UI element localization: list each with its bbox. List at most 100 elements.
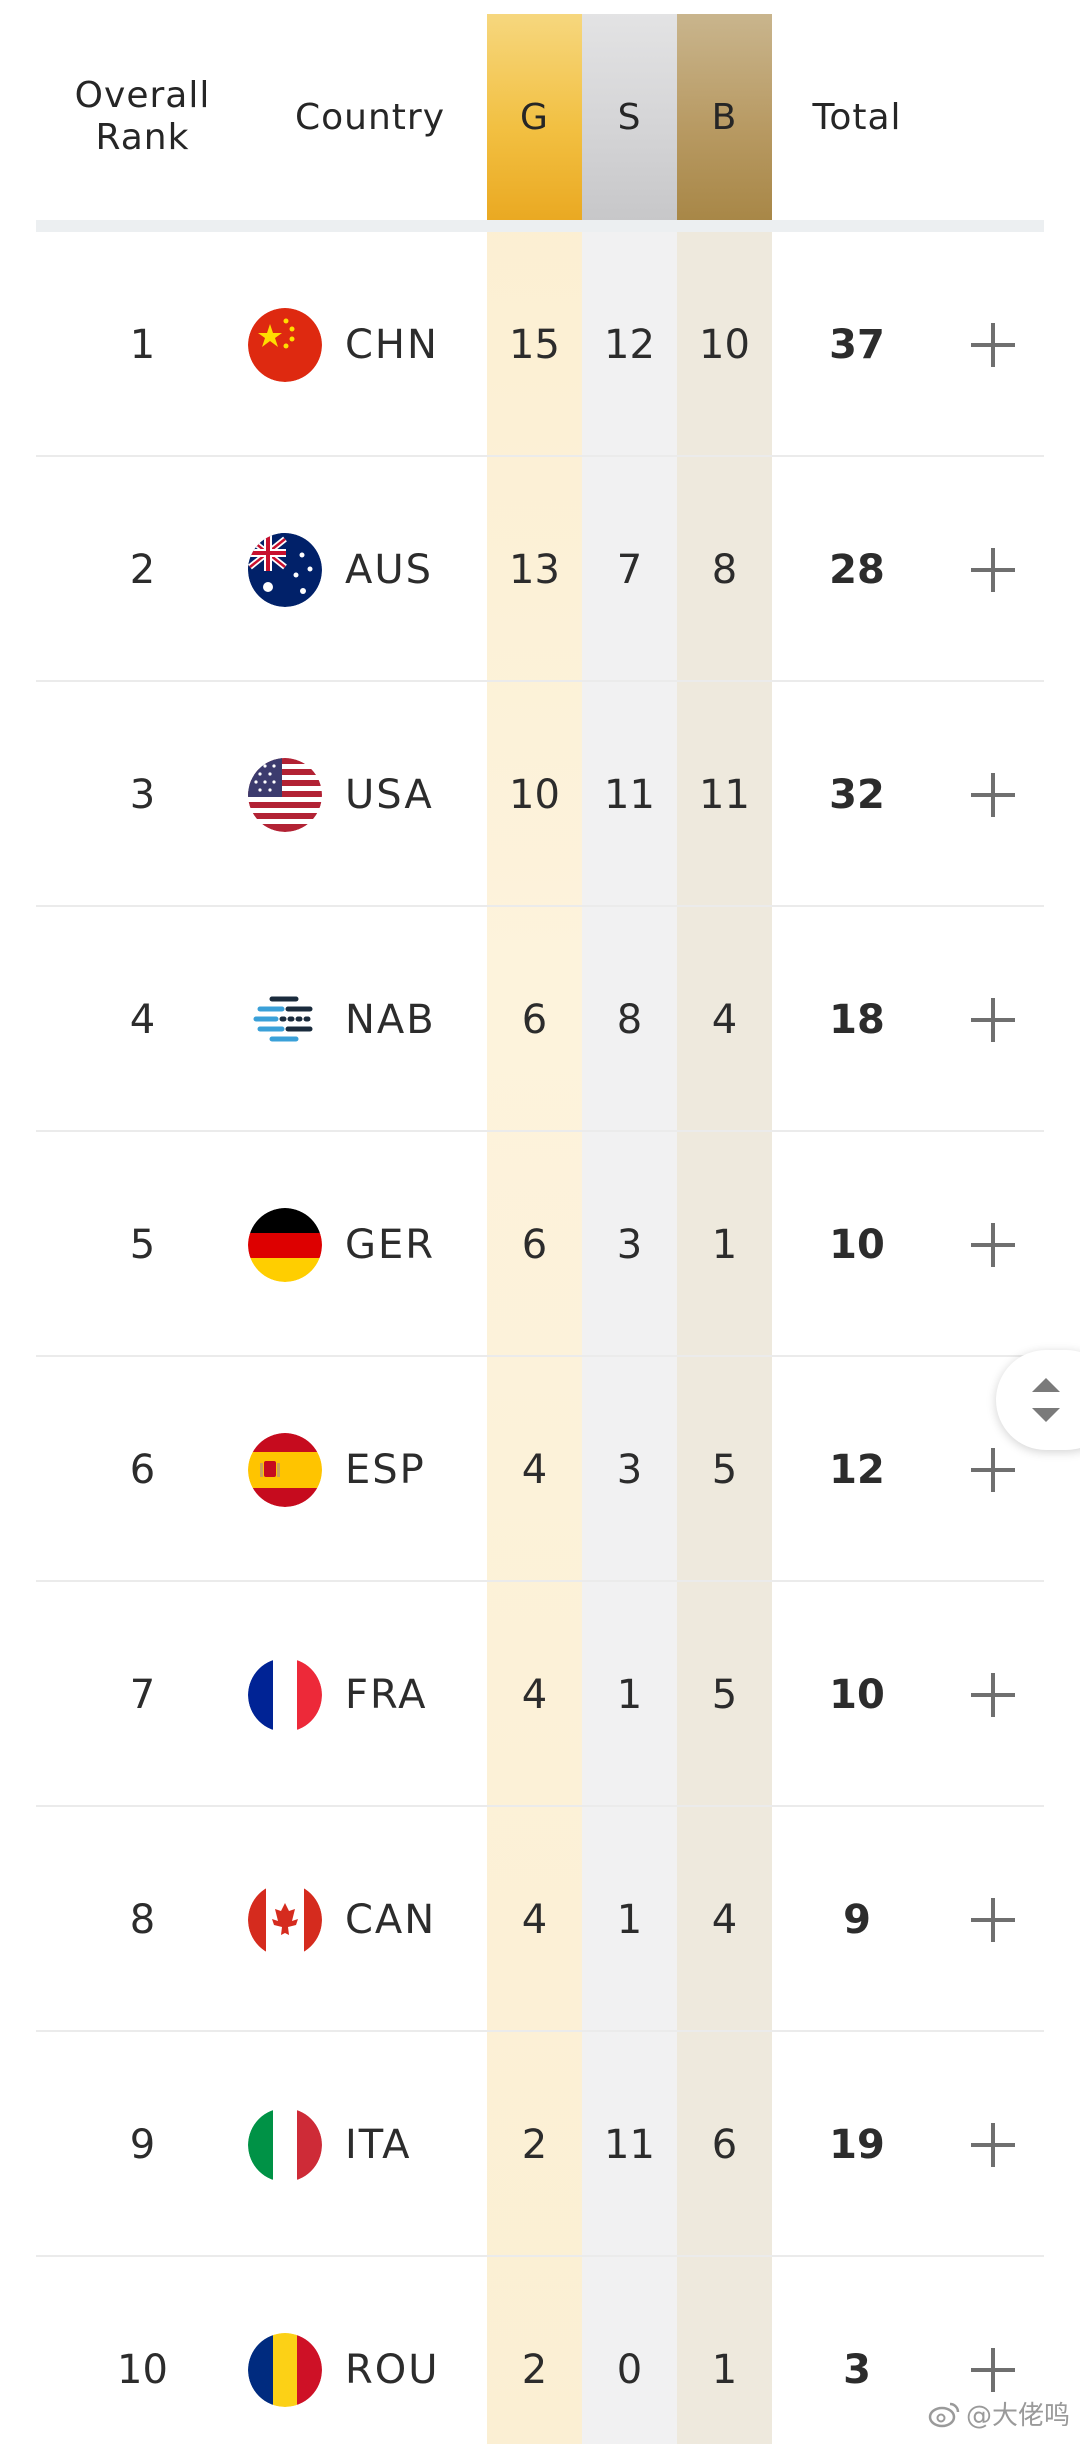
- table-row[interactable]: 10 ROU 2 0 1 3: [0, 2257, 1080, 2444]
- total-count: 9: [843, 1896, 871, 1943]
- plus-icon: [970, 322, 1015, 367]
- country-header[interactable]: Country: [294, 96, 445, 138]
- bronze-count: 6: [711, 2121, 738, 2168]
- silver-column-strip: [582, 14, 677, 2444]
- country-code: ITA: [345, 2121, 412, 2168]
- expand-button[interactable]: [955, 1132, 1030, 1357]
- row-divider: [36, 1805, 1044, 1807]
- expand-button[interactable]: [955, 907, 1030, 1132]
- total-count: 18: [829, 996, 885, 1043]
- plus-icon: [970, 997, 1015, 1042]
- silver-count: 11: [604, 2121, 655, 2168]
- silver-count: 1: [616, 1671, 643, 1718]
- table-header: Overall Rank Country G S B Total: [0, 14, 1080, 220]
- table-row[interactable]: 5 GER 6 3 1 10: [0, 1132, 1080, 1357]
- france-flag-icon: [248, 1582, 322, 1807]
- bronze-header-bg: [677, 14, 772, 220]
- gold-column-strip: [487, 14, 582, 2444]
- bronze-column-strip: [677, 14, 772, 2444]
- table-row[interactable]: 7 FRA 4 1 5 10: [0, 1582, 1080, 1807]
- gold-count: 2: [521, 2346, 548, 2393]
- table-row[interactable]: 4 NAB 6 8 4: [0, 907, 1080, 1132]
- weibo-icon: [928, 2402, 960, 2427]
- gold-count: 13: [509, 546, 560, 593]
- nab-logo-icon: [248, 907, 322, 1132]
- sort-arrows-icon: [1032, 1378, 1060, 1422]
- row-divider: [36, 905, 1044, 907]
- expand-button[interactable]: [955, 457, 1030, 682]
- expand-button[interactable]: [955, 682, 1030, 907]
- table-body: 1 CHN 15 12 10 37 2: [0, 232, 1080, 2444]
- gold-count: 4: [521, 1671, 548, 1718]
- bronze-count: 4: [711, 996, 738, 1043]
- rank-cell: 8: [129, 1896, 156, 1943]
- expand-button[interactable]: [955, 1807, 1030, 2032]
- watermark: @大佬鸣: [927, 2395, 1070, 2432]
- plus-icon: [970, 1897, 1015, 1942]
- plus-icon: [970, 1672, 1015, 1717]
- germany-flag-icon: [248, 1132, 322, 1357]
- total-count: 10: [829, 1221, 885, 1268]
- bronze-count: 5: [711, 1446, 738, 1493]
- total-header[interactable]: Total: [812, 96, 902, 138]
- expand-button[interactable]: [955, 1582, 1030, 1807]
- watermark-text: @大佬鸣: [965, 2401, 1070, 2431]
- country-code: AUS: [345, 546, 434, 593]
- silver-header[interactable]: S: [617, 96, 642, 138]
- table-row[interactable]: 6 ESP 4 3 5 12: [0, 1357, 1080, 1582]
- row-divider: [36, 455, 1044, 457]
- silver-count: 7: [616, 546, 643, 593]
- total-count: 32: [829, 771, 885, 818]
- bronze-count: 8: [711, 546, 738, 593]
- plus-icon: [970, 1447, 1015, 1492]
- silver-count: 12: [604, 321, 655, 368]
- table-row[interactable]: 2: [0, 457, 1080, 682]
- table-row[interactable]: 1 CHN 15 12 10 37: [0, 232, 1080, 457]
- silver-count: 8: [616, 996, 643, 1043]
- bronze-count: 4: [711, 1896, 738, 1943]
- row-divider: [36, 2255, 1044, 2257]
- gold-count: 6: [521, 1221, 548, 1268]
- bronze-header[interactable]: B: [711, 96, 738, 138]
- table-row[interactable]: 3: [0, 682, 1080, 907]
- country-code: CAN: [345, 1896, 437, 1943]
- gold-count: 4: [521, 1446, 548, 1493]
- bronze-count: 10: [699, 321, 750, 368]
- expand-button[interactable]: [955, 2032, 1030, 2257]
- row-divider: [36, 2030, 1044, 2032]
- silver-count: 3: [616, 1446, 643, 1493]
- bronze-count: 1: [711, 2346, 738, 2393]
- table-row[interactable]: 9 ITA 2 11 6 19: [0, 2032, 1080, 2257]
- overall-rank-header[interactable]: Overall Rank: [40, 14, 245, 220]
- plus-icon: [970, 772, 1015, 817]
- rank-cell: 9: [129, 2121, 156, 2168]
- bronze-count: 1: [711, 1221, 738, 1268]
- rank-cell: 1: [129, 321, 156, 368]
- plus-icon: [970, 2122, 1015, 2167]
- scroll-toggle-button[interactable]: [996, 1350, 1080, 1450]
- gold-count: 6: [521, 996, 548, 1043]
- silver-count: 11: [604, 771, 655, 818]
- table-row[interactable]: 8 CAN 4 1 4 9: [0, 1807, 1080, 2032]
- expand-button[interactable]: [955, 232, 1030, 457]
- rank-cell: 5: [129, 1221, 156, 1268]
- gold-count: 2: [521, 2121, 548, 2168]
- gold-count: 4: [521, 1896, 548, 1943]
- gold-header[interactable]: G: [520, 96, 549, 138]
- silver-count: 0: [616, 2346, 643, 2393]
- gold-header-bg: [487, 14, 582, 220]
- rank-cell: 7: [129, 1671, 156, 1718]
- country-code: NAB: [345, 996, 436, 1043]
- gold-count: 15: [509, 321, 560, 368]
- expand-button[interactable]: [955, 2257, 1030, 2444]
- rank-cell: 4: [129, 996, 156, 1043]
- rank-header-line1: Overall: [74, 75, 211, 116]
- china-flag-icon: [248, 232, 322, 457]
- rank-header-line2: Rank: [95, 117, 190, 158]
- total-count: 12: [829, 1446, 885, 1493]
- rank-cell: 3: [129, 771, 156, 818]
- country-code: ESP: [345, 1446, 426, 1493]
- expand-button[interactable]: [955, 1357, 1030, 1582]
- row-divider: [36, 1580, 1044, 1582]
